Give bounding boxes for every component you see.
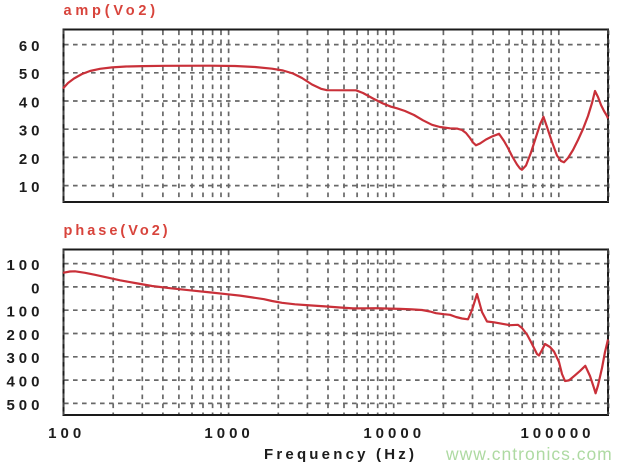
svg-text:50: 50 xyxy=(19,66,44,83)
svg-text:10: 10 xyxy=(19,179,44,196)
svg-text:60: 60 xyxy=(19,38,44,55)
svg-text:400: 400 xyxy=(6,374,43,391)
svg-text:20: 20 xyxy=(19,151,44,168)
svg-text:amp(Vo2): amp(Vo2) xyxy=(64,3,159,19)
svg-text:500: 500 xyxy=(6,397,43,414)
svg-text:10000: 10000 xyxy=(363,425,425,442)
svg-text:0: 0 xyxy=(31,280,43,297)
svg-text:100: 100 xyxy=(48,425,85,442)
svg-text:300: 300 xyxy=(6,350,43,367)
svg-text:Frequency (Hz): Frequency (Hz) xyxy=(264,446,417,463)
svg-text:40: 40 xyxy=(19,94,44,111)
svg-text:phase(Vo2): phase(Vo2) xyxy=(64,223,171,239)
svg-text:200: 200 xyxy=(6,327,43,344)
svg-text:100000: 100000 xyxy=(520,425,594,442)
svg-text:100: 100 xyxy=(6,257,43,274)
svg-text:www.cntronics.com: www.cntronics.com xyxy=(445,444,613,464)
svg-text:1000: 1000 xyxy=(204,425,253,442)
svg-text:100: 100 xyxy=(6,304,43,321)
svg-text:30: 30 xyxy=(19,123,44,140)
